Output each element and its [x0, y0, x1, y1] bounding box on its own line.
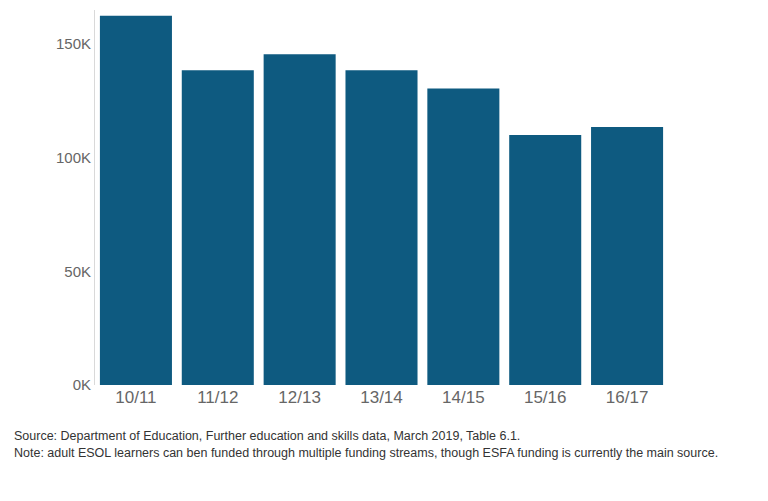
svg-text:12/13: 12/13: [278, 388, 321, 407]
svg-text:150K: 150K: [56, 35, 91, 52]
svg-text:100K: 100K: [56, 149, 91, 166]
svg-text:11/12: 11/12: [197, 388, 238, 407]
svg-text:0K: 0K: [73, 376, 91, 393]
svg-text:10/11: 10/11: [115, 388, 156, 407]
svg-text:13/14: 13/14: [360, 388, 403, 407]
svg-text:14/15: 14/15: [442, 388, 485, 407]
html-text:Note: adult ESOL learners can: Note: adult ESOL learners can ben funded…: [14, 445, 719, 460]
svg-text:15/16: 15/16: [524, 388, 567, 407]
svg-text:16/17: 16/17: [606, 388, 649, 407]
svg-text:50K: 50K: [64, 263, 91, 280]
html-text:Source: Department of Educatio: Source: Department of Education, Further…: [14, 429, 521, 443]
